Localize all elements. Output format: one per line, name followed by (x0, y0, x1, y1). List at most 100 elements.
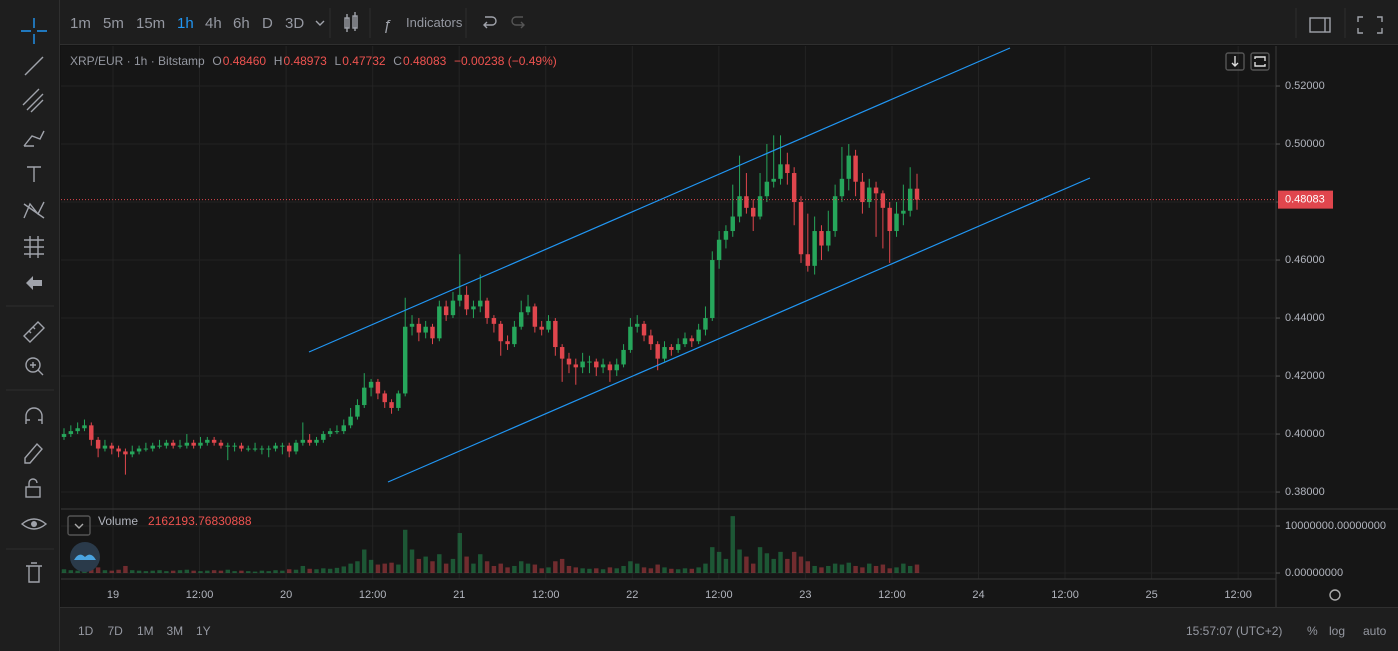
visibility-tool[interactable] (20, 518, 48, 530)
scale-option[interactable]: log (1329, 624, 1346, 638)
candle-body (621, 349, 626, 365)
trend-line-tool[interactable] (24, 56, 44, 76)
range-button[interactable]: 7D (107, 624, 123, 638)
scroll-button[interactable] (1225, 52, 1245, 71)
layout-icon[interactable] (1309, 17, 1331, 33)
volume-bar (573, 567, 579, 574)
drawing-tools (6, 18, 54, 583)
reset-button[interactable] (1250, 52, 1270, 71)
prediction-tool[interactable] (24, 236, 44, 258)
interval-button[interactable]: 6h (233, 15, 250, 32)
candle-body (82, 425, 87, 429)
indicators-button[interactable]: Indicators (406, 15, 463, 30)
volume-value: 2162193.76830888 (148, 514, 252, 528)
volume-bar (655, 564, 660, 574)
candle-body (307, 439, 312, 443)
volume-bar (273, 570, 278, 574)
crosshair-tool[interactable] (21, 18, 47, 44)
interval-button[interactable]: 4h (205, 15, 222, 32)
draw-mode-tool[interactable] (24, 442, 43, 464)
volume-bar (771, 558, 776, 574)
x-tick-label: 23 (799, 589, 811, 601)
interval-button[interactable]: 5m (103, 15, 124, 32)
x-tick-label: 22 (626, 589, 638, 601)
pattern-tool[interactable] (23, 201, 45, 219)
candle-body (300, 439, 306, 443)
candle-body (293, 442, 299, 452)
volume-bar (362, 549, 367, 574)
candle-body (396, 393, 401, 408)
volume-bar (505, 567, 510, 574)
interval-button[interactable]: 15m (136, 15, 166, 32)
channel-upper-line[interactable] (308, 47, 1011, 353)
interval-button[interactable]: 1h (177, 15, 194, 32)
candle-body (341, 425, 347, 432)
undo-icon[interactable] (483, 16, 497, 29)
chart-background (61, 46, 1398, 607)
delete-tool[interactable] (26, 562, 42, 583)
interval-button[interactable]: D (262, 15, 273, 32)
candle-body (887, 207, 892, 232)
text-tool[interactable] (27, 166, 41, 182)
last-price-box (1278, 190, 1333, 209)
dropdown-icon[interactable] (315, 20, 325, 26)
volume-bar (675, 569, 681, 574)
volume-bar (791, 551, 797, 574)
range-button[interactable]: 3M (166, 624, 184, 638)
open-label: O (212, 54, 222, 68)
volume-bar (805, 561, 811, 574)
lock-tool[interactable] (25, 478, 41, 498)
candle-body (873, 187, 879, 194)
candle-body (819, 231, 824, 246)
range-button[interactable]: 1M (137, 624, 154, 638)
range-button[interactable]: 1Y (196, 624, 211, 638)
indicators-icon[interactable]: ƒ (383, 17, 391, 34)
candle-body (853, 155, 858, 182)
fullscreen-icon[interactable] (1357, 16, 1383, 34)
redo-icon[interactable] (511, 16, 525, 29)
candle-body (737, 196, 742, 217)
volume-bar (416, 558, 422, 574)
candle-body (914, 188, 920, 200)
candle-body (798, 202, 804, 255)
brush-tool[interactable] (23, 130, 45, 147)
candle-type-icon[interactable] (344, 12, 358, 32)
zoom-tool[interactable] (25, 357, 44, 376)
fib-tool[interactable] (22, 88, 44, 113)
volume-bar (157, 570, 162, 574)
candle-body (751, 207, 756, 217)
ruler-tool[interactable] (23, 321, 45, 343)
candle-body (375, 381, 381, 394)
scale-option[interactable]: auto (1363, 624, 1387, 638)
volume-bar (757, 547, 763, 574)
candle-body (600, 364, 606, 368)
volume-bar (95, 567, 101, 574)
scale-option[interactable]: % (1307, 624, 1318, 638)
volume-bar (873, 565, 879, 574)
volume-bar (423, 556, 428, 574)
volume-bar (826, 565, 831, 574)
volume-bar (587, 568, 592, 574)
x-tick-label: 21 (453, 589, 465, 601)
volume-bar (539, 568, 544, 574)
interval-button[interactable]: 3D (285, 15, 305, 32)
volume-bar (191, 570, 196, 574)
candle-body (696, 329, 701, 342)
candle-body (123, 451, 128, 455)
interval-button[interactable]: 1m (70, 15, 91, 32)
volume-bar (89, 568, 94, 574)
settings-icon[interactable] (1329, 589, 1341, 601)
volume-bar (232, 571, 237, 574)
candle-body (355, 405, 360, 417)
range-button[interactable]: 1D (78, 624, 94, 638)
volume-bar (914, 564, 920, 574)
x-tick-label: 24 (972, 589, 984, 601)
channel-lower-line[interactable] (387, 177, 1091, 483)
hide-tools[interactable] (26, 276, 42, 290)
collapse-button[interactable] (67, 515, 91, 536)
volume-bar (327, 568, 333, 574)
volume-bar (266, 571, 271, 574)
volume-bar (150, 570, 155, 574)
magnet-tool[interactable] (25, 407, 43, 424)
